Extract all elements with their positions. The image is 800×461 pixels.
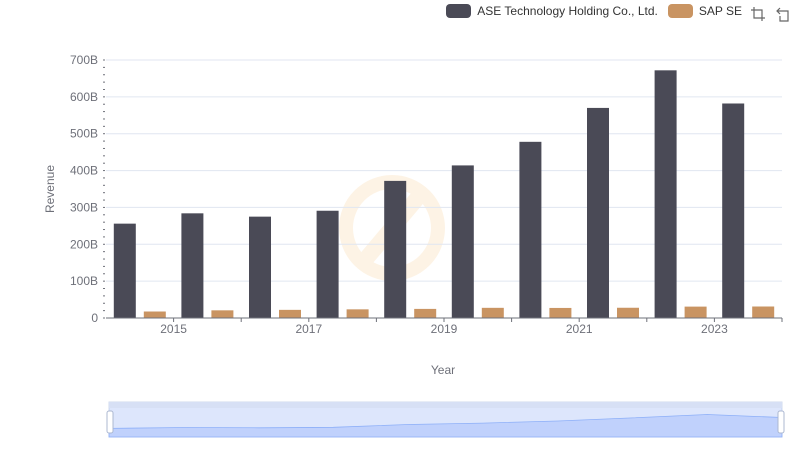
legend: ASE Technology Holding Co., Ltd. SAP SE bbox=[446, 4, 742, 18]
slider-handle-left[interactable] bbox=[106, 410, 114, 434]
y-tick-label: 200B bbox=[70, 237, 98, 251]
slider-handle-right[interactable] bbox=[777, 410, 785, 434]
y-tick-label: 300B bbox=[70, 200, 98, 214]
legend-swatch-ase bbox=[446, 4, 472, 18]
y-tick-label: 0 bbox=[91, 311, 98, 325]
data-zoom-slider[interactable] bbox=[106, 401, 785, 438]
x-axis: 2015 2017 2019 2021 2023 bbox=[160, 318, 783, 336]
bar-ase-2020[interactable] bbox=[519, 141, 542, 318]
bar-ase-2015[interactable] bbox=[181, 213, 204, 318]
legend-label-sap: SAP SE bbox=[698, 4, 742, 18]
slider-top-bar[interactable] bbox=[109, 402, 782, 408]
bar-sap-2023[interactable] bbox=[752, 306, 775, 318]
bar-sap-2019[interactable] bbox=[481, 307, 504, 318]
legend-swatch-sap bbox=[667, 4, 693, 18]
x-axis-title: Year bbox=[431, 363, 455, 377]
bar-ase-2022[interactable] bbox=[654, 70, 677, 318]
y-axis-title: Revenue bbox=[43, 165, 57, 213]
bar-ase-2023[interactable] bbox=[722, 103, 745, 319]
restore-icon[interactable] bbox=[776, 6, 792, 22]
bar-ase-2018[interactable] bbox=[384, 180, 407, 318]
bar-sap-2014[interactable] bbox=[143, 311, 166, 318]
bar-ase-2014[interactable] bbox=[113, 223, 136, 318]
y-tick-label: 100B bbox=[70, 274, 98, 288]
y-tick-label: 400B bbox=[70, 164, 98, 178]
bar-sap-2018[interactable] bbox=[414, 308, 437, 318]
y-tick-label: 500B bbox=[70, 127, 98, 141]
bars bbox=[113, 70, 775, 319]
bar-ase-2016[interactable] bbox=[249, 216, 271, 318]
bar-sap-2022[interactable] bbox=[684, 306, 707, 318]
y-axis: 0 100B 200B 300B 400B 500B 600B 700B bbox=[70, 53, 105, 325]
bar-ase-2019[interactable] bbox=[451, 165, 474, 318]
bar-sap-2016[interactable] bbox=[279, 309, 301, 318]
legend-label-ase: ASE Technology Holding Co., Ltd. bbox=[477, 4, 658, 18]
x-tick-label: 2015 bbox=[160, 322, 187, 336]
x-tick-label: 2017 bbox=[295, 322, 322, 336]
x-tick-label: 2023 bbox=[701, 322, 728, 336]
zoom-icon[interactable] bbox=[750, 6, 766, 22]
toolbox bbox=[750, 6, 792, 22]
legend-item-sap[interactable]: SAP SE bbox=[667, 4, 742, 18]
grid-lines bbox=[106, 59, 782, 282]
bar-sap-2020[interactable] bbox=[549, 307, 572, 318]
bar-ase-2021[interactable] bbox=[587, 107, 609, 319]
legend-item-ase[interactable]: ASE Technology Holding Co., Ltd. bbox=[446, 4, 658, 18]
x-tick-label: 2019 bbox=[431, 322, 458, 336]
bar-ase-2017[interactable] bbox=[316, 210, 339, 318]
bar-sap-2021[interactable] bbox=[617, 307, 639, 318]
slider-selection[interactable] bbox=[109, 408, 782, 437]
y-tick-label: 600B bbox=[70, 90, 98, 104]
bar-sap-2017[interactable] bbox=[346, 309, 369, 318]
x-tick-label: 2021 bbox=[566, 322, 593, 336]
bar-sap-2015[interactable] bbox=[211, 310, 234, 318]
y-tick-label: 700B bbox=[70, 53, 98, 67]
